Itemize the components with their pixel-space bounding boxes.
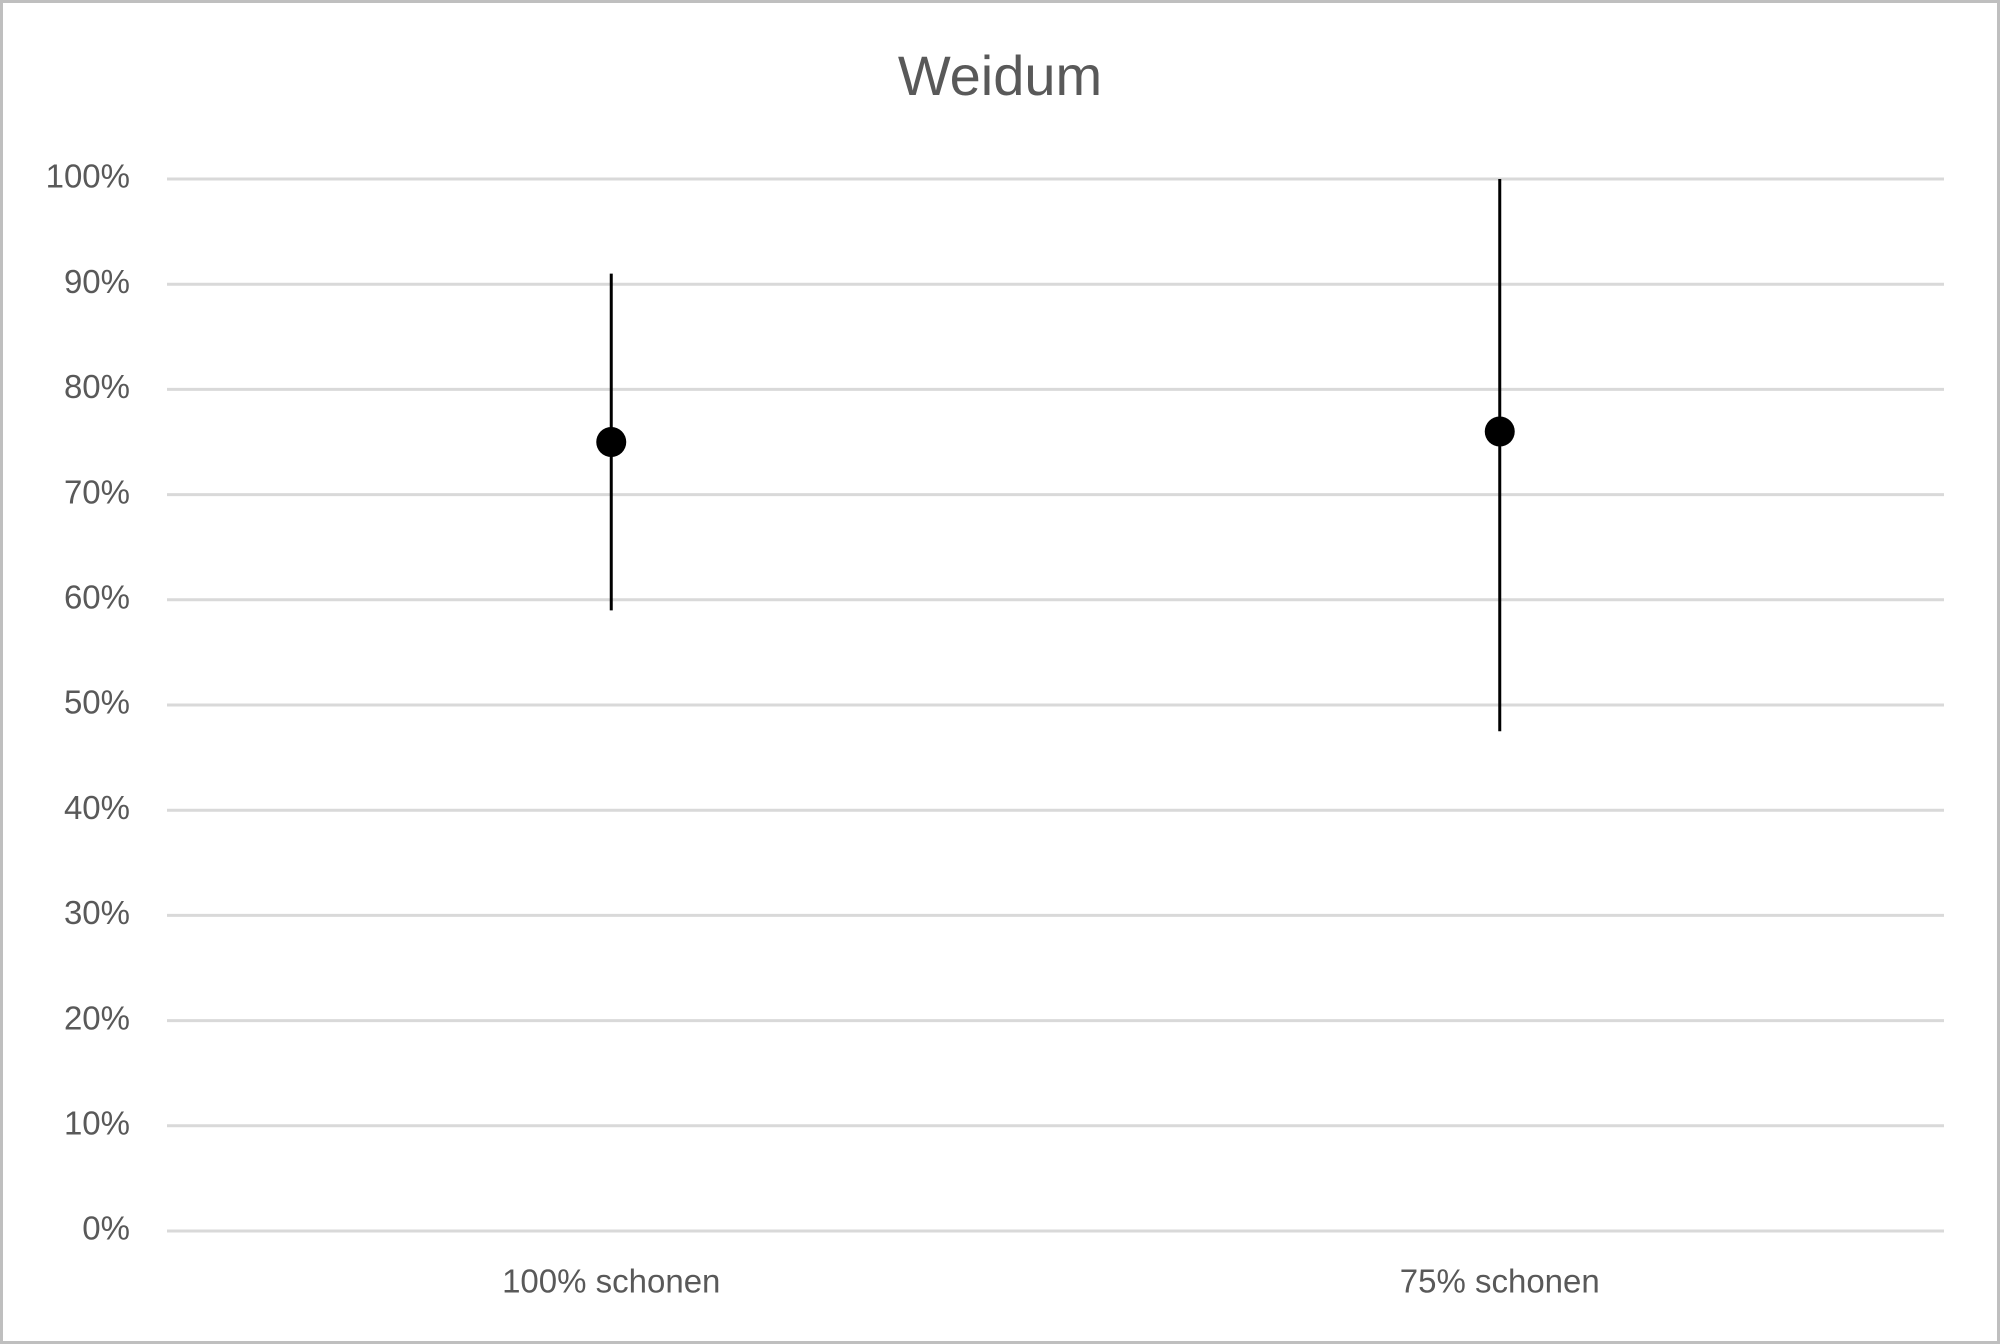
y-tick-label: 60% <box>64 579 130 616</box>
y-tick-label: 10% <box>64 1105 130 1142</box>
y-tick-label: 70% <box>64 473 130 510</box>
x-tick-label: 75% schonen <box>1400 1263 1600 1300</box>
y-tick-label: 0% <box>82 1210 130 1247</box>
y-tick-label: 20% <box>64 999 130 1036</box>
y-tick-label: 50% <box>64 684 130 721</box>
y-tick-label: 30% <box>64 894 130 931</box>
y-tick-label: 80% <box>64 368 130 405</box>
data-point <box>1484 416 1515 447</box>
x-tick-label: 100% schonen <box>502 1263 720 1300</box>
data-point <box>596 427 627 457</box>
chart-title: Weidum <box>898 44 1102 107</box>
y-tick-label: 100% <box>46 158 130 195</box>
y-tick-label: 90% <box>64 263 130 300</box>
y-tick-label: 40% <box>64 789 130 826</box>
